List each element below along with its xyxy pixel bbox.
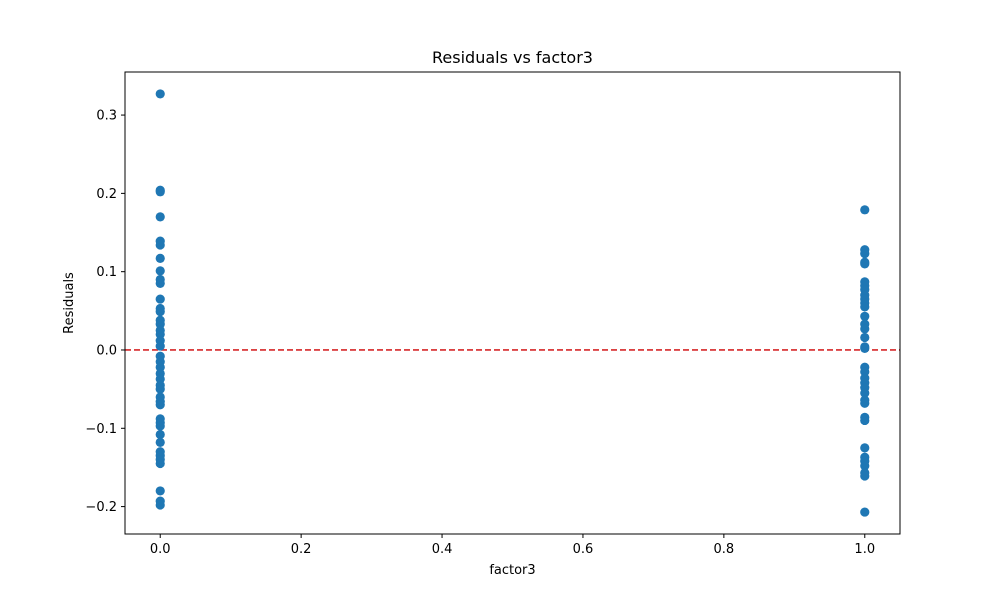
data-point bbox=[155, 294, 165, 304]
data-point bbox=[155, 486, 165, 496]
data-point bbox=[860, 343, 870, 354]
data-point bbox=[155, 341, 165, 351]
data-point bbox=[155, 212, 165, 222]
x-tick-label: 0.2 bbox=[291, 542, 312, 557]
data-point bbox=[155, 437, 165, 447]
data-point bbox=[860, 332, 870, 343]
data-point bbox=[860, 471, 870, 481]
y-axis-label: Residuals bbox=[62, 272, 77, 334]
data-point bbox=[155, 400, 165, 410]
data-point bbox=[155, 278, 165, 289]
data-point bbox=[155, 500, 165, 510]
data-point bbox=[860, 259, 870, 269]
data-point bbox=[860, 302, 870, 312]
y-tick-label: −0.2 bbox=[85, 500, 117, 515]
data-point bbox=[155, 458, 165, 469]
x-tick-label: 0.4 bbox=[432, 542, 453, 557]
data-point bbox=[155, 307, 165, 317]
data-point bbox=[860, 415, 870, 426]
data-point bbox=[155, 253, 165, 263]
chart-title: Residuals vs factor3 bbox=[432, 48, 593, 67]
data-point bbox=[860, 324, 870, 334]
data-point bbox=[155, 421, 165, 431]
data-point bbox=[155, 187, 165, 197]
y-tick-label: 0.1 bbox=[96, 265, 117, 280]
data-point bbox=[860, 249, 870, 259]
y-axis-ticks: −0.2 −0.1 0.0 0.1 0.2 0.3 bbox=[85, 109, 125, 515]
y-tick-label: −0.1 bbox=[85, 422, 117, 437]
data-point bbox=[860, 205, 870, 215]
scatter-points bbox=[155, 89, 870, 517]
data-point bbox=[155, 429, 165, 440]
data-point bbox=[860, 507, 870, 517]
y-tick-label: 0.3 bbox=[96, 109, 117, 124]
x-tick-label: 0.6 bbox=[573, 542, 594, 557]
x-axis-label: factor3 bbox=[489, 563, 535, 578]
plot-frame bbox=[124, 71, 901, 535]
y-tick-label: 0.2 bbox=[96, 187, 117, 202]
data-point bbox=[155, 89, 165, 99]
data-point bbox=[860, 388, 870, 398]
data-point bbox=[860, 443, 870, 453]
x-tick-label: 0.8 bbox=[714, 542, 735, 557]
data-point bbox=[860, 398, 870, 408]
data-point bbox=[155, 266, 165, 276]
data-point bbox=[155, 384, 165, 394]
x-tick-label: 1.0 bbox=[854, 542, 875, 557]
y-tick-label: 0.0 bbox=[96, 343, 117, 358]
x-tick-label: 0.0 bbox=[150, 542, 171, 557]
data-point bbox=[860, 311, 870, 321]
x-axis-ticks: 0.0 0.2 0.4 0.6 0.8 1.0 bbox=[150, 534, 875, 557]
data-point bbox=[860, 461, 870, 471]
plot-area bbox=[125, 89, 900, 517]
data-point bbox=[155, 240, 165, 250]
